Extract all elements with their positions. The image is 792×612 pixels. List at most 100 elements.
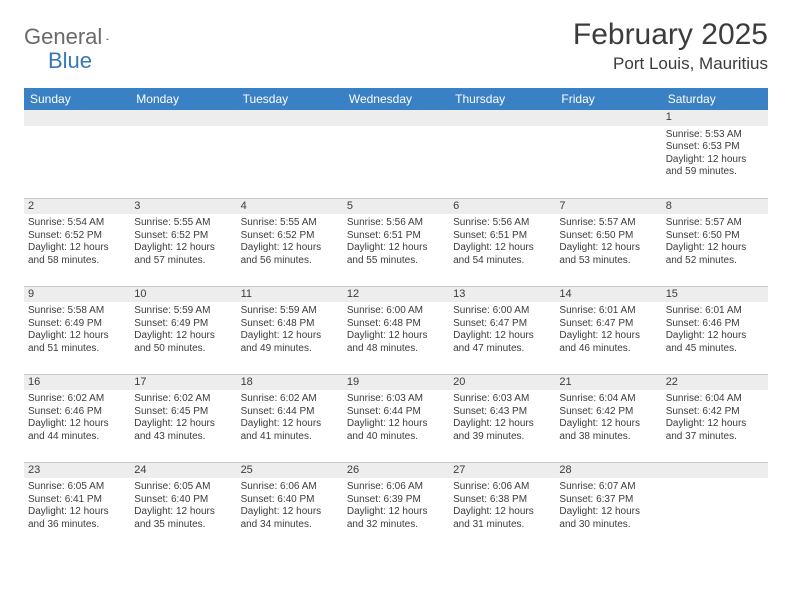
sunset-text: Sunset: 6:48 PM	[241, 318, 339, 331]
day-number: 3	[130, 199, 236, 215]
month-title: February 2025	[573, 18, 768, 52]
day-number	[449, 110, 555, 126]
dayhead-mon: Monday	[130, 88, 236, 110]
calendar-row: 16Sunrise: 6:02 AMSunset: 6:46 PMDayligh…	[24, 374, 768, 462]
calendar-cell: 17Sunrise: 6:02 AMSunset: 6:45 PMDayligh…	[130, 374, 236, 462]
calendar-cell	[449, 110, 555, 198]
dayhead-sat: Saturday	[662, 88, 768, 110]
sunset-text: Sunset: 6:49 PM	[28, 318, 126, 331]
brand-word1: General	[24, 24, 102, 50]
calendar-cell	[130, 110, 236, 198]
sunset-text: Sunset: 6:46 PM	[28, 406, 126, 419]
daylight-text: Daylight: 12 hours	[666, 418, 764, 431]
daylight-text: Daylight: 12 hours	[666, 330, 764, 343]
daylight-text: and 35 minutes.	[134, 519, 232, 532]
sunrise-text: Sunrise: 6:00 AM	[347, 305, 445, 318]
sunrise-text: Sunrise: 5:59 AM	[134, 305, 232, 318]
day-number: 19	[343, 375, 449, 391]
sunrise-text: Sunrise: 5:54 AM	[28, 217, 126, 230]
sunrise-text: Sunrise: 6:03 AM	[453, 393, 551, 406]
brand-logo: General	[24, 18, 126, 50]
calendar-cell: 5Sunrise: 5:56 AMSunset: 6:51 PMDaylight…	[343, 198, 449, 286]
daylight-text: and 51 minutes.	[28, 343, 126, 356]
dayhead-thu: Thursday	[449, 88, 555, 110]
calendar-row: 23Sunrise: 6:05 AMSunset: 6:41 PMDayligh…	[24, 462, 768, 550]
daylight-text: and 30 minutes.	[559, 519, 657, 532]
daylight-text: Daylight: 12 hours	[28, 506, 126, 519]
daylight-text: Daylight: 12 hours	[559, 506, 657, 519]
sunrise-text: Sunrise: 6:02 AM	[134, 393, 232, 406]
daylight-text: and 40 minutes.	[347, 431, 445, 444]
calendar-cell: 19Sunrise: 6:03 AMSunset: 6:44 PMDayligh…	[343, 374, 449, 462]
day-number: 5	[343, 199, 449, 215]
calendar-cell: 4Sunrise: 5:55 AMSunset: 6:52 PMDaylight…	[237, 198, 343, 286]
daylight-text: and 45 minutes.	[666, 343, 764, 356]
daylight-text: and 31 minutes.	[453, 519, 551, 532]
daylight-text: Daylight: 12 hours	[134, 242, 232, 255]
sunset-text: Sunset: 6:37 PM	[559, 494, 657, 507]
sunset-text: Sunset: 6:46 PM	[666, 318, 764, 331]
daylight-text: and 39 minutes.	[453, 431, 551, 444]
daylight-text: and 55 minutes.	[347, 255, 445, 268]
sunrise-text: Sunrise: 6:03 AM	[347, 393, 445, 406]
daylight-text: Daylight: 12 hours	[241, 418, 339, 431]
calendar-cell	[555, 110, 661, 198]
day-number	[662, 463, 768, 479]
calendar-cell: 16Sunrise: 6:02 AMSunset: 6:46 PMDayligh…	[24, 374, 130, 462]
daylight-text: and 34 minutes.	[241, 519, 339, 532]
sunset-text: Sunset: 6:40 PM	[134, 494, 232, 507]
daylight-text: and 53 minutes.	[559, 255, 657, 268]
daylight-text: and 54 minutes.	[453, 255, 551, 268]
brand-word2: Blue	[48, 48, 92, 73]
daylight-text: Daylight: 12 hours	[453, 242, 551, 255]
daylight-text: and 46 minutes.	[559, 343, 657, 356]
calendar-cell	[237, 110, 343, 198]
daylight-text: and 47 minutes.	[453, 343, 551, 356]
daylight-text: Daylight: 12 hours	[453, 418, 551, 431]
sunrise-text: Sunrise: 6:01 AM	[666, 305, 764, 318]
day-number: 21	[555, 375, 661, 391]
sunrise-text: Sunrise: 5:55 AM	[134, 217, 232, 230]
day-number: 13	[449, 287, 555, 303]
calendar-cell: 10Sunrise: 5:59 AMSunset: 6:49 PMDayligh…	[130, 286, 236, 374]
daylight-text: and 43 minutes.	[134, 431, 232, 444]
daylight-text: Daylight: 12 hours	[241, 242, 339, 255]
sunrise-text: Sunrise: 5:53 AM	[666, 129, 764, 142]
calendar-cell	[24, 110, 130, 198]
calendar-cell: 12Sunrise: 6:00 AMSunset: 6:48 PMDayligh…	[343, 286, 449, 374]
calendar-cell: 21Sunrise: 6:04 AMSunset: 6:42 PMDayligh…	[555, 374, 661, 462]
daylight-text: and 57 minutes.	[134, 255, 232, 268]
calendar-cell: 18Sunrise: 6:02 AMSunset: 6:44 PMDayligh…	[237, 374, 343, 462]
daylight-text: Daylight: 12 hours	[241, 506, 339, 519]
sunrise-text: Sunrise: 6:05 AM	[28, 481, 126, 494]
daylight-text: and 37 minutes.	[666, 431, 764, 444]
sunset-text: Sunset: 6:51 PM	[453, 230, 551, 243]
daylight-text: Daylight: 12 hours	[453, 330, 551, 343]
daylight-text: Daylight: 12 hours	[241, 330, 339, 343]
sunset-text: Sunset: 6:53 PM	[666, 141, 764, 154]
day-number: 7	[555, 199, 661, 215]
sunset-text: Sunset: 6:50 PM	[666, 230, 764, 243]
logo-sail-icon	[106, 32, 109, 46]
day-number	[343, 110, 449, 126]
day-number	[237, 110, 343, 126]
day-number	[24, 110, 130, 126]
calendar-cell	[343, 110, 449, 198]
daylight-text: and 59 minutes.	[666, 166, 764, 179]
calendar-cell: 1Sunrise: 5:53 AMSunset: 6:53 PMDaylight…	[662, 110, 768, 198]
sunset-text: Sunset: 6:51 PM	[347, 230, 445, 243]
daylight-text: Daylight: 12 hours	[28, 330, 126, 343]
calendar-cell: 11Sunrise: 5:59 AMSunset: 6:48 PMDayligh…	[237, 286, 343, 374]
sunset-text: Sunset: 6:39 PM	[347, 494, 445, 507]
calendar-cell: 23Sunrise: 6:05 AMSunset: 6:41 PMDayligh…	[24, 462, 130, 550]
sunrise-text: Sunrise: 6:04 AM	[666, 393, 764, 406]
day-number: 22	[662, 375, 768, 391]
day-number: 14	[555, 287, 661, 303]
day-number: 27	[449, 463, 555, 479]
calendar-row: 1Sunrise: 5:53 AMSunset: 6:53 PMDaylight…	[24, 110, 768, 198]
sunrise-text: Sunrise: 6:00 AM	[453, 305, 551, 318]
calendar-cell: 28Sunrise: 6:07 AMSunset: 6:37 PMDayligh…	[555, 462, 661, 550]
sunrise-text: Sunrise: 6:06 AM	[241, 481, 339, 494]
sunset-text: Sunset: 6:43 PM	[453, 406, 551, 419]
daylight-text: and 58 minutes.	[28, 255, 126, 268]
